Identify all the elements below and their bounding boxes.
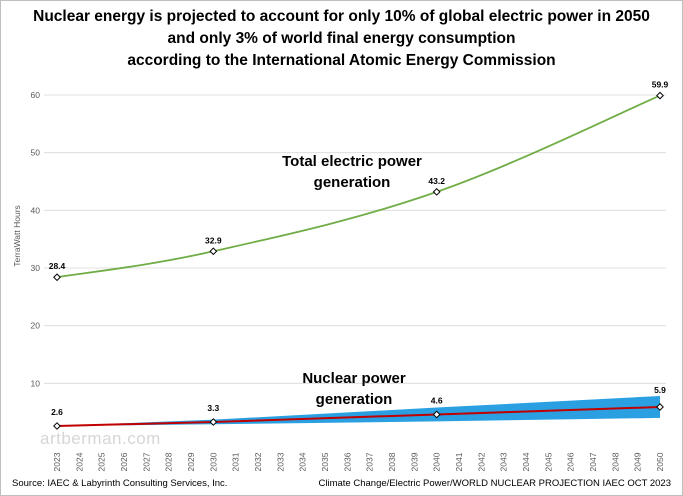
chart-title: Nuclear energy is projected to account f… (0, 6, 683, 72)
x-tick-label-2041: 2041 (454, 452, 464, 471)
x-tick-label-2027: 2027 (141, 452, 151, 471)
gridlines (44, 94, 666, 384)
y-tick-label-60: 60 (31, 90, 41, 100)
x-tick-label-2047: 2047 (588, 452, 598, 471)
annotation-total-line-2: generation (314, 174, 391, 191)
nuclear-data-label-2030: 3.3 (207, 403, 219, 413)
annotation-total-line-1: Total electric power (282, 153, 422, 170)
total-data-label-2050: 59.9 (652, 80, 669, 90)
nuclear-data-label-2040: 4.6 (431, 395, 443, 405)
x-tick-label-2049: 2049 (633, 452, 643, 471)
x-tick-label-2029: 2029 (186, 452, 196, 471)
x-tick-label-2043: 2043 (499, 452, 509, 471)
x-tick-label-2032: 2032 (253, 452, 263, 471)
total-generation-line (56, 94, 661, 279)
x-tick-label-2036: 2036 (342, 452, 352, 471)
x-tick-label-2023: 2023 (52, 452, 62, 471)
y-tick-label-50: 50 (31, 148, 41, 158)
x-tick-label-2042: 2042 (476, 452, 486, 471)
x-tick-label-2034: 2034 (298, 452, 308, 471)
total-point-2050 (656, 91, 664, 100)
total-data-label-2023: 28.4 (49, 261, 66, 271)
x-tick-label-2024: 2024 (74, 452, 84, 471)
chart-annotations: Total electric power generation Nuclear po… (282, 153, 422, 408)
chart-marks: 28.4 32.9 43.2 59.9 2.6 3.3 4.6 5.9 (49, 80, 669, 430)
x-axis-ticks: 2023 2024 2025 2026 2027 2028 2029 2030 2031 2032… (52, 452, 665, 471)
y-tick-label-40: 40 (31, 205, 41, 215)
y-tick-label-30: 30 (31, 263, 41, 273)
nuclear-point-2030 (209, 418, 218, 426)
nuclear-point-2023 (53, 422, 61, 430)
x-tick-label-2026: 2026 (119, 452, 129, 471)
title-line-1: Nuclear energy is projected to account f… (33, 8, 650, 25)
x-tick-label-2048: 2048 (610, 452, 620, 471)
x-tick-label-2039: 2039 (409, 452, 419, 471)
x-tick-label-2030: 2030 (208, 452, 218, 471)
nuclear-data-label-2023: 2.6 (51, 407, 63, 417)
total-data-label-2040: 43.2 (428, 176, 445, 186)
annotation-nuclear-line-2: generation (316, 391, 393, 408)
x-tick-label-2044: 2044 (521, 452, 531, 471)
nuclear-generation-line (56, 405, 661, 428)
x-tick-label-2037: 2037 (365, 452, 375, 471)
nuclear-point-2050 (656, 403, 664, 411)
x-tick-label-2046: 2046 (566, 452, 576, 471)
total-point-2040 (432, 187, 441, 196)
total-point-2030 (209, 247, 218, 256)
nuclear-point-2040 (432, 410, 441, 419)
x-tick-label-2035: 2035 (320, 452, 330, 471)
title-line-2: and only 3% of world final energy consum… (167, 30, 516, 47)
watermark: artberman.com (40, 429, 161, 448)
title-line-3: according to the International Atomic En… (127, 52, 556, 69)
x-tick-label-2045: 2045 (543, 452, 553, 471)
x-tick-label-2025: 2025 (97, 452, 107, 471)
annotation-nuclear-line-1: Nuclear power (302, 370, 406, 387)
x-tick-label-2050: 2050 (655, 452, 665, 471)
y-tick-label-20: 20 (31, 321, 41, 331)
source-note: Source: IAEC & Labyrinth Consulting Serv… (12, 478, 228, 489)
y-tick-label-10: 10 (31, 378, 41, 388)
x-tick-label-2040: 2040 (432, 452, 442, 471)
x-tick-label-2028: 2028 (164, 452, 174, 471)
x-tick-label-2038: 2038 (387, 452, 397, 471)
nuclear-projection-band (57, 396, 660, 427)
x-tick-label-2031: 2031 (231, 452, 241, 471)
total-point-2023 (53, 273, 61, 282)
x-tick-label-2033: 2033 (275, 452, 285, 471)
credit-note: Climate Change/Electric Power/WORLD NUCL… (318, 478, 671, 489)
y-axis-ticks: 10 20 30 40 50 60 (31, 90, 41, 388)
nuclear-data-label-2050: 5.9 (654, 385, 666, 395)
y-axis-label: TerraWatt Hours (12, 205, 22, 267)
total-data-label-2030: 32.9 (205, 235, 222, 245)
